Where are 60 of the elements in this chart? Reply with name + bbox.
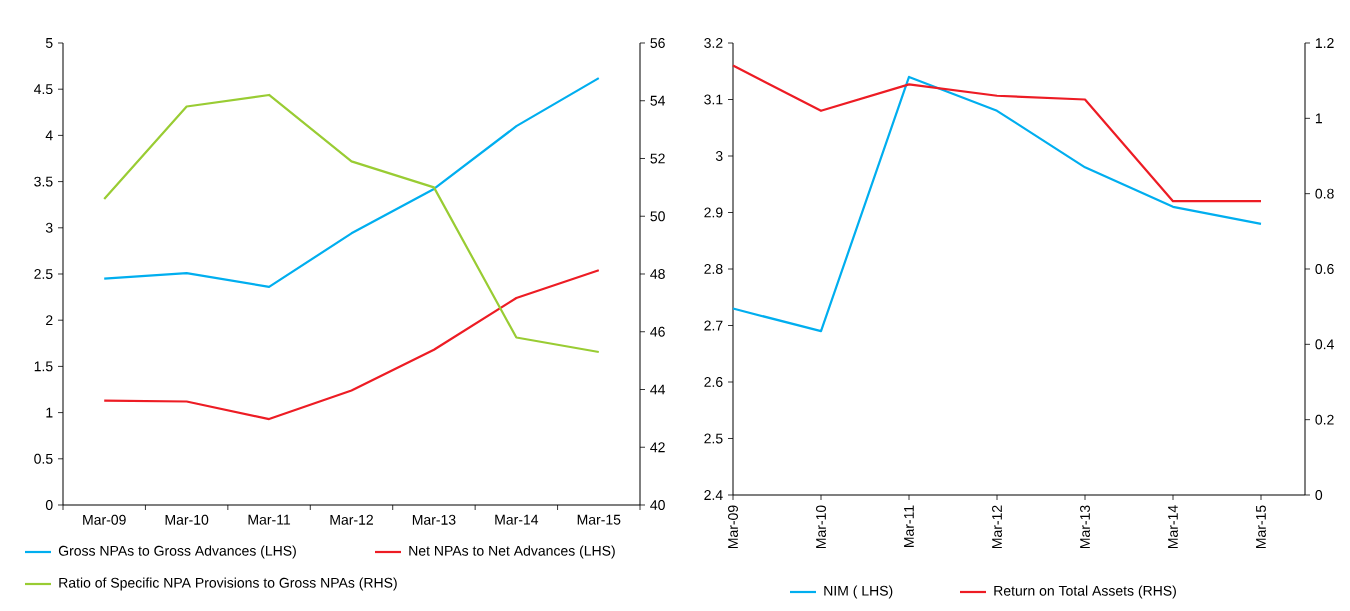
- y-tick-label: 3.1: [704, 94, 723, 105]
- y-tick-label: 1.5: [34, 361, 53, 372]
- x-tick-label: Mar-15: [577, 514, 621, 525]
- legend-label: Gross NPAs to Gross Advances (LHS): [58, 545, 296, 559]
- y-tick-label: 0: [45, 500, 53, 510]
- x-tick-label: Mar-13: [1080, 505, 1090, 549]
- y2-tick-label: 54: [650, 95, 666, 106]
- legend-label: Net NPAs to Net Advances (LHS): [409, 545, 615, 559]
- y-tick-label: 3.2: [704, 38, 723, 48]
- y-tick-label: 0.5: [34, 453, 53, 464]
- y2-tick-label: 0: [1315, 490, 1323, 500]
- y2-tick-label: 40: [650, 500, 665, 510]
- x-tick-label: Mar-13: [412, 514, 456, 525]
- y2-tick-label: 0.2: [1315, 414, 1334, 425]
- y-tick-label: 2: [46, 315, 53, 326]
- legend-label: Ratio of Specific NPA Provisions to Gross NPAs (RHS): [59, 577, 397, 591]
- y-tick-label: 4.5: [33, 84, 53, 95]
- line-series: [103, 77, 600, 289]
- y2-tick-label: 44: [650, 384, 666, 395]
- legend-label: Return on Total Assets (RHS): [994, 585, 1176, 599]
- x-tick-label: Mar-09: [728, 505, 738, 549]
- y2-tick-label: 42: [650, 442, 665, 453]
- line-series: [103, 269, 600, 421]
- y-tick-label: 2.7: [704, 320, 723, 331]
- x-tick-label: Mar-14: [495, 514, 539, 525]
- line-series: [731, 75, 1263, 333]
- x-tick-label: Mar-15: [1256, 505, 1266, 549]
- y-tick-label: 4: [45, 130, 53, 141]
- y-tick-label: 5: [45, 38, 53, 48]
- x-tick-label: Mar-12: [992, 505, 1002, 549]
- x-tick-label: Mar-11: [248, 514, 291, 525]
- y2-tick-label: 56: [650, 38, 665, 48]
- y2-tick-label: 1.2: [1315, 38, 1334, 48]
- legend-label: NIM ( LHS): [824, 585, 893, 599]
- y-tick-label: 2.6: [704, 377, 723, 387]
- line-series: [731, 64, 1263, 203]
- y-tick-label: 2.9: [704, 207, 723, 218]
- y-tick-label: 3: [715, 151, 723, 161]
- y-tick-label: 3: [45, 222, 53, 233]
- y-tick-label: 2.8: [704, 264, 723, 274]
- x-tick-label: Mar-14: [1168, 505, 1178, 549]
- y2-tick-label: 1: [1315, 113, 1322, 124]
- y-tick-label: 2.5: [704, 433, 723, 444]
- y-tick-label: 2.4: [704, 490, 723, 500]
- x-tick-label: Mar-11: [904, 505, 914, 548]
- y2-tick-label: 46: [650, 326, 665, 337]
- line-series: [103, 93, 600, 354]
- x-tick-label: Mar-10: [816, 505, 826, 549]
- x-tick-label: Mar-10: [165, 514, 209, 525]
- y2-tick-label: 0.8: [1315, 188, 1334, 199]
- y-tick-label: 2.5: [34, 269, 53, 279]
- y2-tick-label: 0.4: [1315, 339, 1334, 350]
- y-tick-label: 3.5: [34, 176, 53, 187]
- y2-tick-label: 50: [650, 211, 665, 222]
- x-tick-label: Mar-09: [83, 514, 126, 525]
- y2-tick-label: 48: [650, 269, 665, 279]
- y-tick-label: 1: [46, 407, 53, 418]
- y2-tick-label: 0.6: [1315, 264, 1334, 274]
- y2-tick-label: 52: [650, 153, 665, 164]
- x-tick-label: Mar-12: [330, 514, 373, 525]
